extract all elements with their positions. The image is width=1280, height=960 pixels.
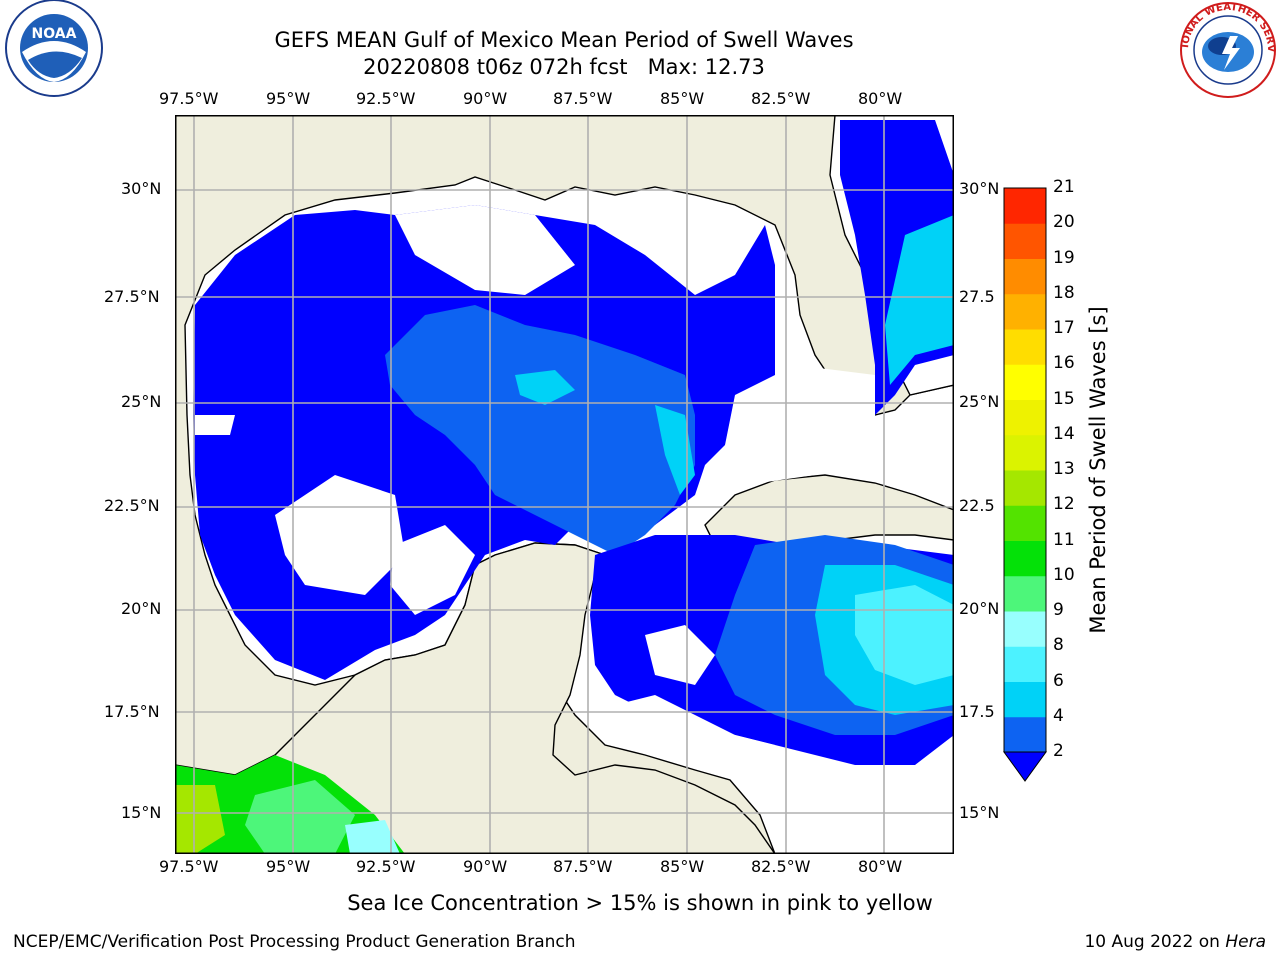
swell-gap [195, 415, 235, 435]
lat-tick: 25°N [121, 392, 162, 411]
pacific-field-yellowgreen [175, 785, 225, 854]
colorbar-label: Mean Period of Swell Waves [s] [1086, 306, 1110, 634]
colorbar-tick: 2 [1053, 741, 1064, 761]
footer-date-text: 10 Aug 2022 on [1084, 932, 1226, 952]
colorbar-segment [1004, 646, 1046, 682]
lon-tick: 90°W [463, 89, 508, 108]
map-frame [175, 115, 954, 854]
colorbar-segment [1004, 505, 1046, 541]
colorbar-tick: 8 [1053, 635, 1064, 656]
lon-tick: 97.5°W [159, 89, 219, 108]
colorbar-tick: 12 [1053, 494, 1075, 515]
swell-gap [275, 475, 405, 595]
lon-tick: 92.5°W [356, 857, 416, 876]
colorbar-segment [1004, 681, 1046, 718]
colorbar-tick: 11 [1053, 529, 1075, 550]
noaa-logo-text: NOAA [32, 26, 77, 42]
sea-ice-note: Sea Ice Concentration > 15% is shown in … [347, 891, 933, 915]
colorbar-tick: 13 [1053, 459, 1075, 479]
colorbar-segment [1004, 293, 1046, 330]
colorbar-segment [1004, 399, 1046, 436]
colorbar-extend-arrow [1003, 751, 1047, 782]
colorbar-tick: 10 [1053, 564, 1075, 585]
pacific-field-lightgreen [245, 780, 355, 854]
colorbar-tick: 4 [1053, 705, 1064, 726]
swell-field-6s [515, 370, 575, 405]
colorbar-tick: 15 [1053, 388, 1075, 409]
lon-tick: 80°W [858, 89, 903, 108]
lon-tick: 87.5°W [553, 89, 613, 108]
lat-tick: 30°N [959, 179, 1000, 198]
map-panel [175, 115, 954, 854]
colorbar-tick: 6 [1053, 670, 1064, 691]
lon-tick: 82.5°W [751, 89, 811, 108]
footer-credit: NCEP/EMC/Verification Post Processing Pr… [13, 932, 576, 952]
swell-field-6s [655, 405, 695, 495]
swell-gap [615, 695, 775, 755]
lon-tick: 80°W [858, 857, 903, 876]
colorbar-segment [1004, 540, 1046, 577]
lon-tick: 85°W [660, 89, 705, 108]
colorbar-segment [1004, 611, 1046, 647]
lat-tick: 20°N [121, 599, 162, 618]
lat-tick: 27.5°N [104, 287, 160, 306]
colorbar-segment [1004, 258, 1046, 295]
lon-tick: 90°W [463, 857, 508, 876]
lat-tick: 30°N [121, 179, 162, 198]
lon-tick: 82.5°W [751, 857, 811, 876]
atlantic-field-6s [885, 215, 954, 385]
noaa-logo: NOAA [5, 0, 103, 97]
map-gridlines [175, 115, 954, 854]
colorbar-segment [1004, 188, 1046, 224]
colorbar [1003, 187, 1047, 782]
map-title: GEFS MEAN Gulf of Mexico Mean Period of … [274, 28, 854, 52]
colorbar-segment [1004, 470, 1046, 506]
colorbar-tick: 20 [1053, 212, 1075, 233]
lon-tick: 95°W [266, 89, 311, 108]
lon-tick: 97.5°W [159, 857, 219, 876]
colorbar-segment [1004, 223, 1046, 259]
lat-tick: 25°N [959, 392, 1000, 411]
lon-tick: 92.5°W [356, 89, 416, 108]
swell-gap [395, 205, 575, 295]
lat-tick: 22.5°N [104, 496, 160, 515]
colorbar-tick: 19 [1053, 247, 1075, 268]
colorbar-segments [1004, 188, 1046, 753]
lat-tick: 27.5 [959, 287, 995, 306]
pacific-field-aqua [345, 820, 400, 854]
colorbar-segment [1004, 329, 1046, 365]
colorbar-tick: 16 [1053, 353, 1075, 374]
swell-gap [645, 625, 715, 685]
lon-tick: 95°W [266, 857, 311, 876]
colorbar-frame [1003, 187, 1047, 753]
colorbar-segment [1004, 434, 1046, 471]
footer-date: 10 Aug 2022 on Hera [1084, 932, 1266, 952]
lat-tick: 17.5 [959, 702, 995, 721]
swell-field-4s [385, 305, 695, 555]
nws-logo: NATIONAL WEATHER SERVICE [1176, 0, 1276, 98]
colorbar-tick: 9 [1053, 600, 1064, 620]
colorbar-tick: 21 [1053, 177, 1075, 197]
colorbar-tick: 18 [1053, 282, 1075, 303]
lat-tick: 15°N [959, 803, 1000, 822]
colorbar-tick: 17 [1053, 318, 1075, 338]
lon-tick: 85°W [660, 857, 705, 876]
colorbar-segment [1004, 364, 1046, 400]
colorbar-segment [1004, 716, 1046, 753]
footer-machine: Hera [1225, 932, 1266, 952]
lat-tick: 15°N [121, 803, 162, 822]
lat-tick: 17.5°N [104, 702, 160, 721]
lon-tick: 87.5°W [553, 857, 613, 876]
colorbar-tick: 14 [1053, 423, 1075, 444]
swell-gap [725, 365, 875, 485]
lat-tick: 20°N [959, 599, 1000, 618]
lat-tick: 22.5 [959, 496, 995, 515]
swell-gap [390, 525, 475, 615]
colorbar-segment [1004, 575, 1046, 612]
map-subtitle: 20220808 t06z 072h fcst Max: 12.73 [363, 55, 765, 79]
